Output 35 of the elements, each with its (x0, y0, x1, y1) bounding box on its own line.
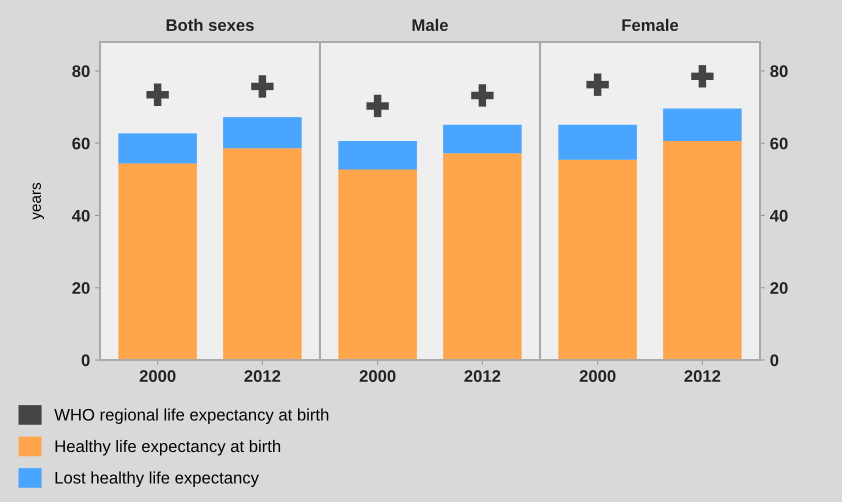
bar (223, 148, 302, 360)
y-axis-title: years (32, 182, 44, 220)
bar (223, 117, 302, 148)
y-tick-label: 60 (770, 138, 788, 150)
y-tick-label: 20 (72, 282, 90, 294)
y-tick-label: 80 (72, 65, 90, 78)
x-tick-label: 2000 (360, 370, 396, 382)
legend-label: Healthy life expectancy at birth (56, 440, 280, 456)
y-tick-label: 20 (770, 282, 788, 294)
legend-label: Lost healthy life expectancy (56, 471, 259, 487)
x-tick-label: 2000 (580, 370, 616, 382)
bar (558, 124, 637, 160)
legend-label: WHO regional life expectancy at birth (54, 408, 328, 424)
x-tick-label: 2012 (684, 370, 720, 382)
bar (338, 170, 417, 360)
x-tick-label: 2000 (140, 370, 176, 382)
y-tick-label: 0 (770, 354, 778, 366)
bar (663, 108, 742, 142)
bar (663, 141, 742, 360)
bar (118, 133, 197, 164)
y-tick-label: 60 (72, 138, 90, 150)
y-tick-label: 0 (82, 354, 90, 366)
y-tick-label: 40 (72, 210, 90, 222)
chart-title: Both sexes (166, 18, 254, 32)
bar (118, 163, 197, 360)
chart-title: Male (412, 18, 448, 32)
y-tick-label: 40 (770, 210, 788, 222)
bar (443, 153, 522, 360)
x-tick-label: 2012 (244, 370, 280, 382)
bar (558, 160, 637, 360)
bar (338, 141, 417, 170)
y-tick-label: 80 (770, 65, 788, 78)
bar (443, 124, 522, 154)
x-tick-label: 2012 (464, 370, 500, 382)
chart-title: Female (622, 18, 678, 32)
